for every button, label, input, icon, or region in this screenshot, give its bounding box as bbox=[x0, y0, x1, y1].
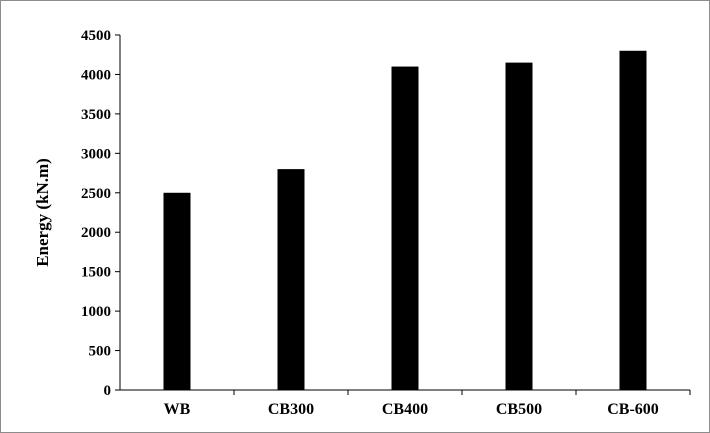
x-category-label: CB-600 bbox=[607, 401, 659, 418]
bar-cb300 bbox=[277, 169, 305, 390]
y-axis-title: Energy (kN.m) bbox=[33, 158, 52, 267]
y-tick-label: 1500 bbox=[81, 265, 111, 281]
y-tick-label: 0 bbox=[104, 383, 112, 399]
y-tick-label: 2000 bbox=[81, 225, 111, 241]
bar-cb-600 bbox=[619, 50, 647, 391]
y-tick-label: 1000 bbox=[81, 304, 111, 320]
bar-wb bbox=[163, 192, 191, 390]
y-tick-label: 500 bbox=[89, 344, 112, 360]
y-tick-label: 3000 bbox=[81, 146, 111, 162]
y-tick-label: 3500 bbox=[81, 107, 111, 123]
x-category-label: WB bbox=[164, 401, 191, 418]
bar-cb500 bbox=[505, 62, 533, 390]
x-category-label: CB400 bbox=[382, 401, 428, 418]
y-tick-label: 4000 bbox=[81, 67, 111, 83]
y-tick-label: 4500 bbox=[81, 28, 111, 44]
y-tick-label: 2500 bbox=[81, 186, 111, 202]
x-category-label: CB500 bbox=[496, 401, 542, 418]
bar-cb400 bbox=[391, 66, 419, 391]
x-category-label: CB300 bbox=[268, 401, 314, 418]
